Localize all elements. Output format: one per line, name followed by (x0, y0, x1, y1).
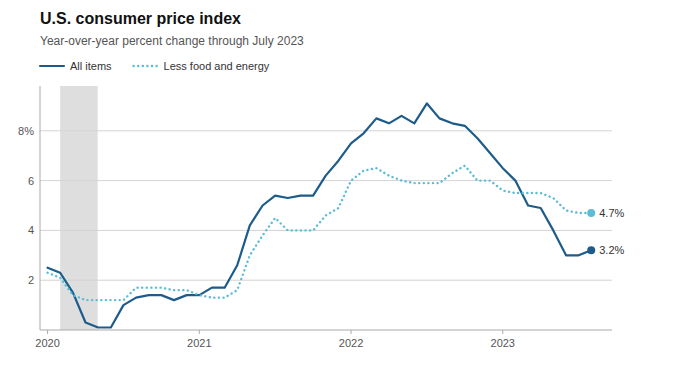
data-label: 3.2% (599, 244, 624, 256)
legend-item: Less food and energy (134, 60, 270, 72)
grid-line (40, 180, 612, 181)
legend-swatch (134, 65, 158, 67)
x-axis-line (40, 330, 612, 331)
end-dot (587, 209, 595, 217)
legend: All items Less food and energy (40, 60, 270, 72)
x-tick (199, 330, 200, 334)
x-tick (351, 330, 352, 334)
x-tick (502, 330, 503, 334)
legend-swatch (40, 65, 64, 67)
x-tick-label: 2023 (491, 337, 515, 349)
recession-shade (60, 86, 97, 330)
y-tick-label: 4 (28, 224, 34, 236)
grid-line (40, 130, 612, 131)
data-label: 4.7% (599, 207, 624, 219)
title: U.S. consumer price index (40, 10, 241, 27)
x-tick-label: 2020 (35, 337, 59, 349)
x-tick-label: 2022 (339, 337, 363, 349)
y-tick-label: 8% (18, 125, 34, 137)
y-tick-label: 2 (28, 274, 34, 286)
chart: U.S. consumer price index Year-over-year … (0, 0, 680, 365)
grid-line (40, 280, 612, 281)
y-axis-line (40, 86, 41, 330)
legend-item: All items (40, 60, 112, 72)
x-tick-label: 2021 (187, 337, 211, 349)
y-tick-label: 6 (28, 175, 34, 187)
end-dot (587, 246, 595, 254)
lines-group (48, 103, 596, 327)
series-line (48, 103, 592, 327)
legend-label: Less food and energy (164, 60, 270, 72)
shade-group (60, 86, 97, 330)
series-line (48, 166, 592, 300)
legend-label: All items (70, 60, 112, 72)
subtitle: Year-over-year percent change through Ju… (40, 34, 304, 48)
grid-line (40, 230, 612, 231)
x-tick (47, 330, 48, 334)
background (0, 0, 680, 365)
